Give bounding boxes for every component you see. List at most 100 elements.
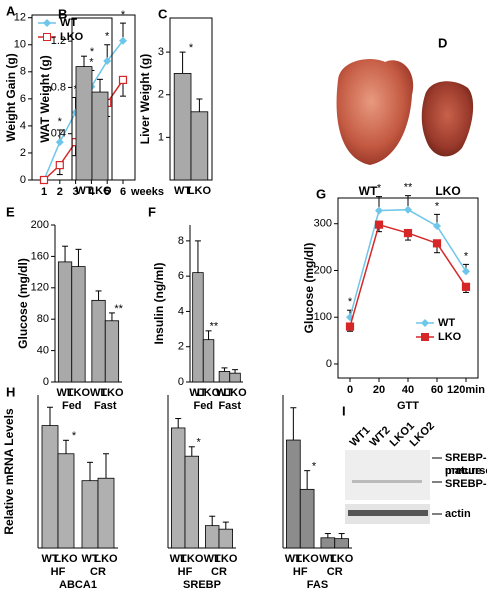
significance: ** — [210, 321, 219, 333]
panel-letter: C — [158, 6, 168, 21]
liver-photo — [421, 81, 474, 157]
bar — [190, 111, 209, 181]
marker — [461, 282, 471, 291]
x-tick-label: LKO — [180, 553, 204, 565]
x-axis-label: ABCA1 — [59, 579, 97, 591]
significance: * — [90, 46, 95, 58]
y-tick-label: 0 — [20, 174, 26, 186]
x-tick-label: LKO — [67, 387, 91, 399]
marker — [103, 56, 112, 65]
band-label: SREBP-1 — [445, 452, 487, 464]
x-tick-label: WT — [204, 553, 221, 565]
significance: * — [121, 9, 126, 21]
y-axis-label: Glucose (mg/dl) — [302, 243, 316, 334]
bar — [97, 477, 115, 549]
y-tick-label: 8 — [20, 66, 26, 78]
x-tick-label: LKO — [100, 387, 124, 399]
bar — [286, 439, 301, 549]
bar — [170, 427, 186, 549]
marker — [119, 36, 127, 45]
y-tick-label: 0.4 — [51, 128, 66, 140]
x-axis-label: weeks — [130, 186, 164, 198]
group-label: Fed — [193, 400, 213, 412]
bar — [299, 488, 315, 549]
group-label: HF — [293, 566, 308, 578]
legend-marker — [421, 333, 429, 341]
y-tick-label: 0 — [326, 358, 332, 370]
marker — [432, 239, 442, 248]
bar — [218, 528, 234, 549]
y-tick-label: 0.8 — [51, 81, 66, 93]
y-tick-label: 1 — [158, 131, 164, 143]
y-tick-label: 2 — [178, 341, 184, 353]
legend-label: WT — [438, 317, 455, 329]
y-tick-label: 1.2 — [51, 35, 66, 47]
y-tick-label: 300 — [314, 218, 332, 230]
x-tick-label: 4 — [88, 186, 95, 198]
bar — [173, 73, 192, 181]
plot-frame — [337, 197, 479, 379]
y-tick-label: 40 — [37, 345, 49, 357]
x-tick-label: LKO — [330, 553, 354, 565]
bar — [57, 453, 75, 549]
panel-letter: A — [6, 3, 16, 18]
blot-band — [348, 510, 428, 516]
x-tick-label: 120min — [447, 384, 485, 396]
significance: * — [105, 31, 110, 43]
legend-marker — [43, 19, 51, 27]
marker — [345, 322, 355, 331]
panel-letter: B — [58, 6, 67, 21]
x-tick-label: WT — [81, 553, 98, 565]
x-tick-label: WT — [285, 553, 302, 565]
y-axis-label: Insulin (ng/ml) — [152, 263, 166, 345]
y-axis-label: Weight Gain (g) — [4, 53, 18, 141]
bar — [192, 272, 204, 383]
x-tick-label: WT — [170, 553, 187, 565]
significance: * — [58, 116, 63, 128]
x-tick-label: 0 — [347, 384, 353, 396]
x-axis-label: FAS — [307, 579, 328, 591]
lane-label: WT2 — [368, 424, 393, 449]
x-axis-label: SREBP — [183, 579, 221, 591]
x-tick-label: WT — [90, 387, 107, 399]
band-label: actin — [445, 508, 471, 520]
panel-letter: I — [342, 403, 346, 418]
y-tick-label: 2 — [158, 89, 164, 101]
x-tick-label: WT — [75, 185, 92, 197]
marker — [55, 161, 64, 170]
significance: * — [348, 296, 353, 308]
significance: ** — [114, 303, 123, 315]
bar — [204, 525, 220, 549]
band-label: precursor — [445, 465, 487, 477]
significance: * — [435, 200, 440, 212]
bar — [334, 538, 349, 549]
x-tick-label: WT — [319, 553, 336, 565]
bar — [91, 299, 106, 383]
chart-panel: C Liver Weight (g) 1 2 3 WT * LKO — [138, 6, 213, 197]
significance: * — [189, 42, 194, 54]
bar — [91, 91, 109, 181]
marker — [118, 75, 128, 85]
x-tick-label: WT — [56, 387, 73, 399]
x-tick-label: 2 — [57, 186, 63, 198]
panel-letter: F — [148, 204, 156, 219]
panel-letter: D — [438, 35, 447, 50]
x-axis-label: GTT — [397, 400, 419, 412]
chart-panel: G Glucose (mg/dl) 0 100 200 300 0 20 40 60 120min G… — [302, 182, 485, 412]
y-tick-label: 80 — [37, 313, 49, 325]
x-tick-label: LKO — [223, 387, 247, 399]
significance: * — [196, 437, 201, 449]
marker — [39, 175, 49, 185]
marker — [462, 267, 470, 276]
group-label: Fast — [218, 400, 241, 412]
x-tick-label: WT — [174, 185, 191, 197]
liver-photo — [336, 59, 414, 165]
panel-letter: H — [6, 384, 15, 399]
x-tick-label: LKO — [188, 185, 212, 197]
y-tick-label: 160 — [31, 250, 49, 262]
